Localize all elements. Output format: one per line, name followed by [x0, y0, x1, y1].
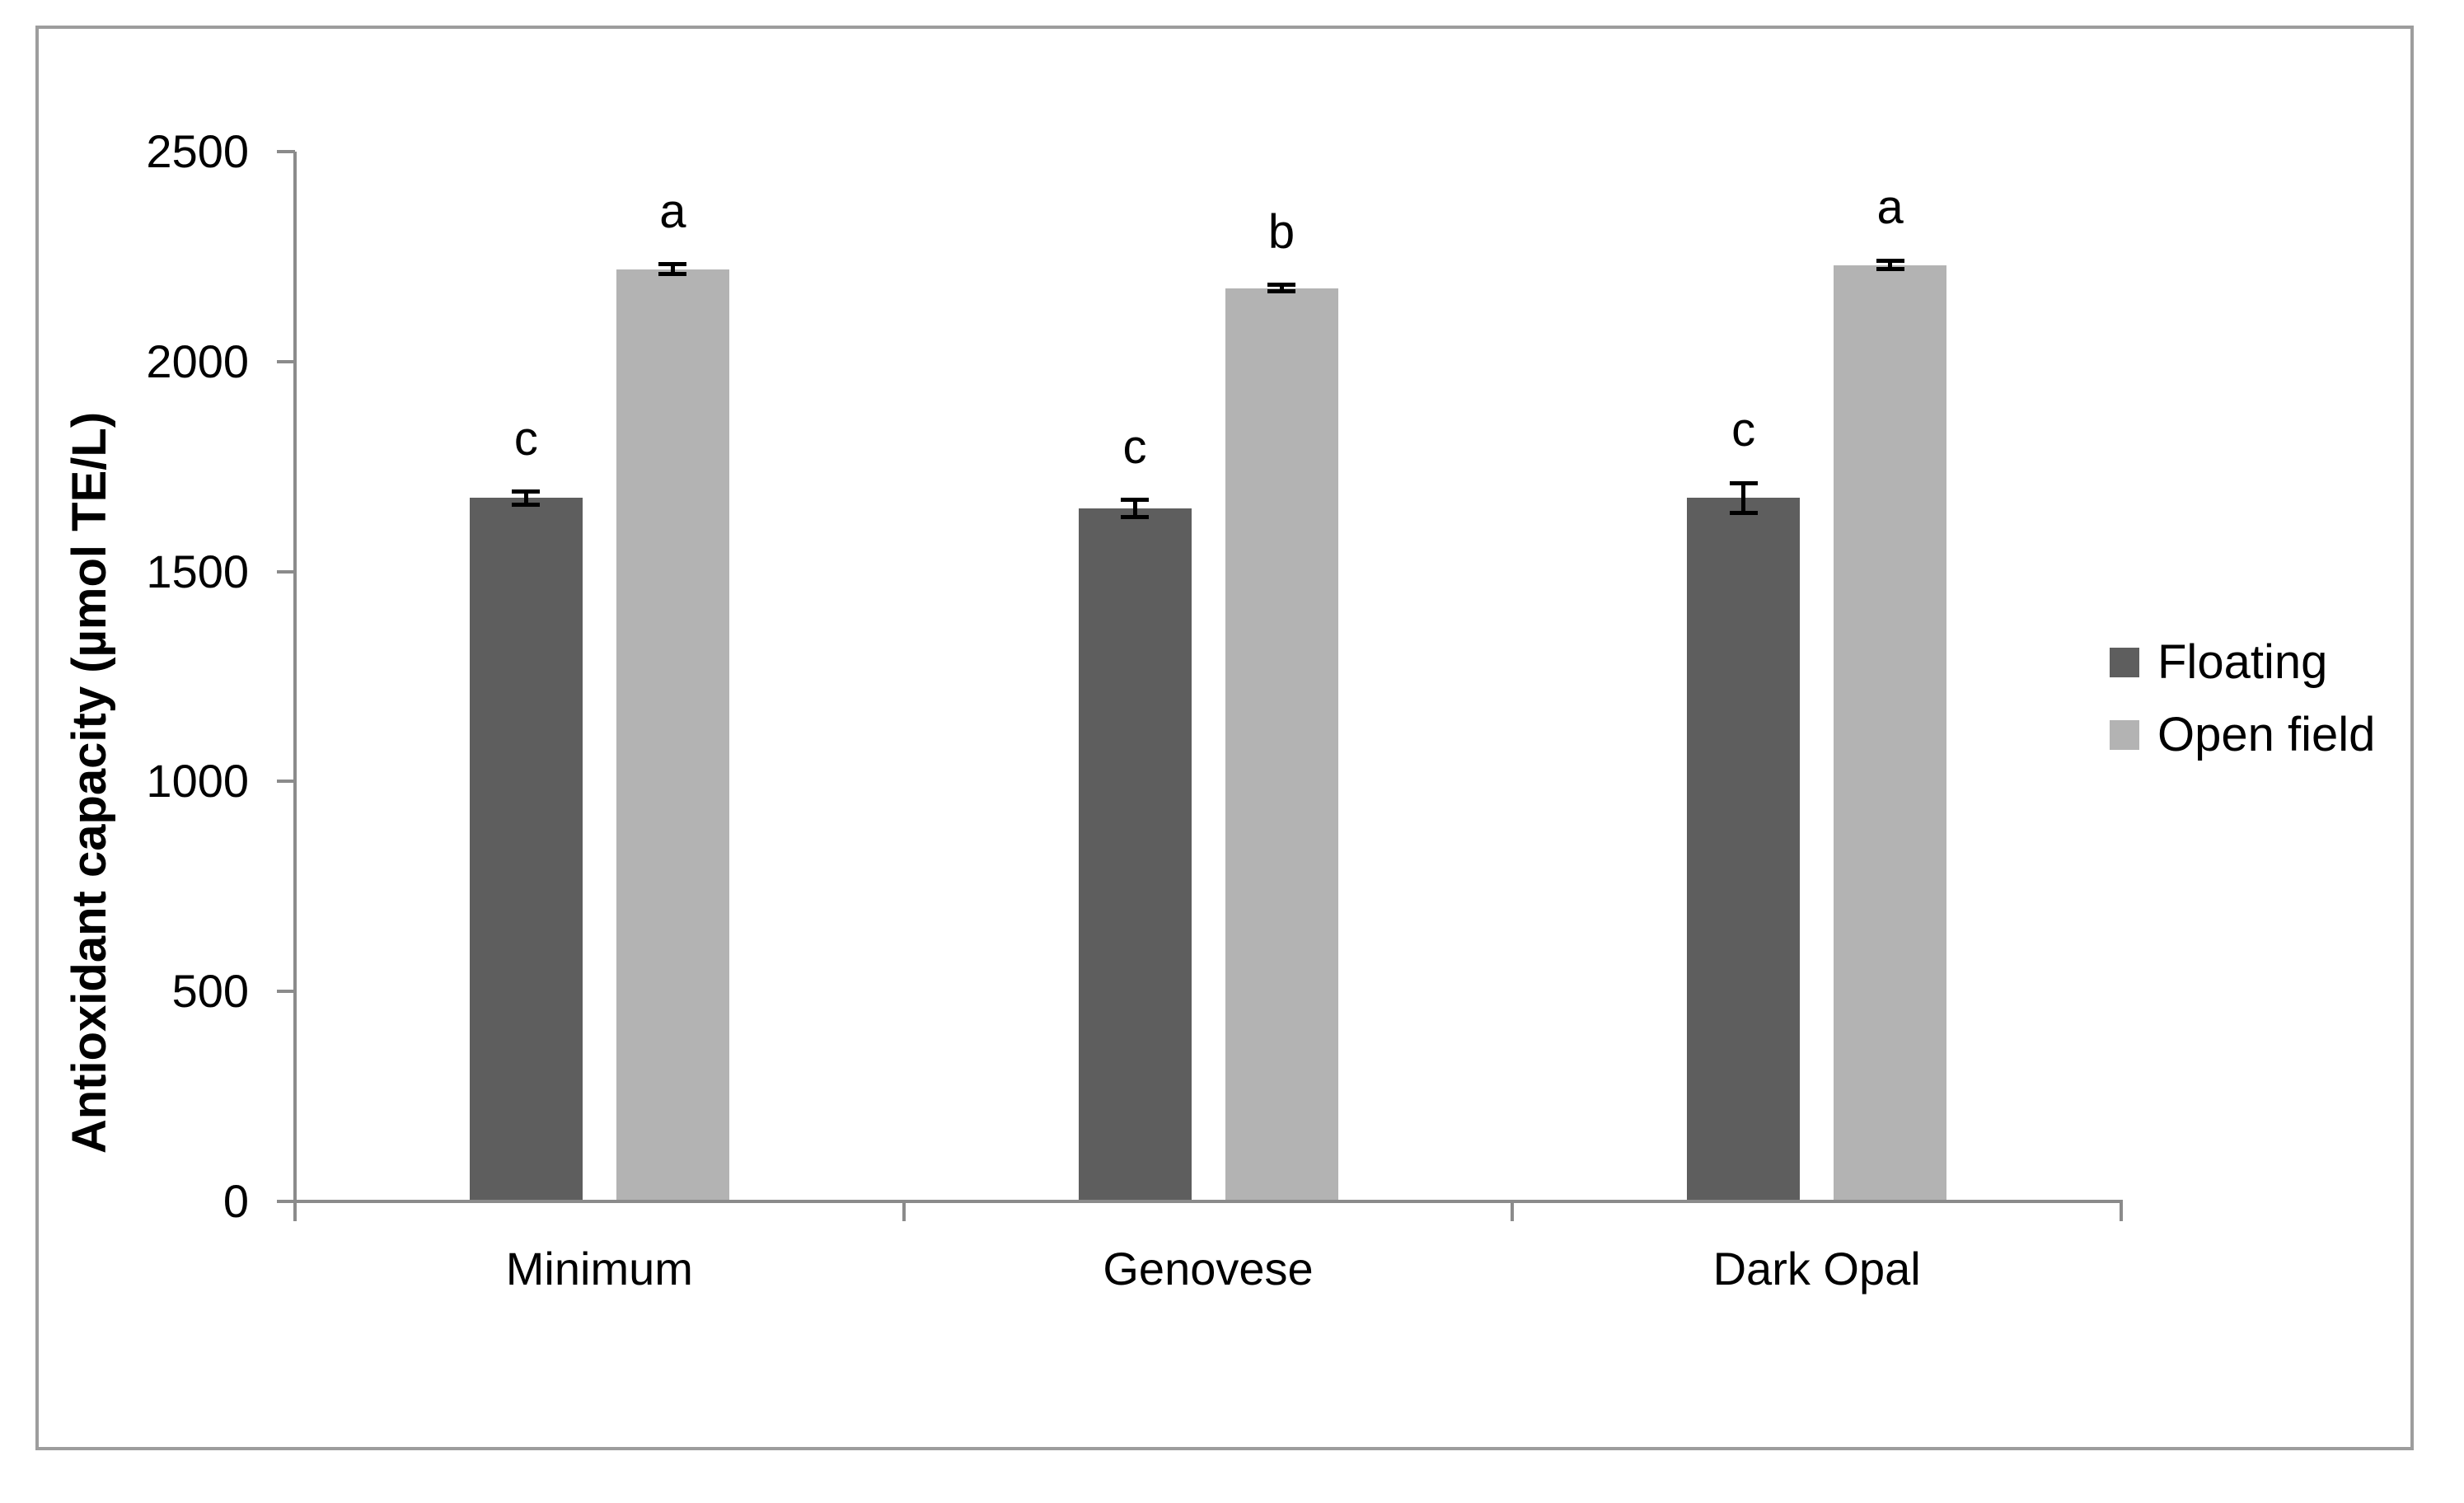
y-tick-mark-0	[277, 1200, 295, 1203]
x-tick-mark-1	[902, 1201, 906, 1221]
y-tick-label-2000: 2000	[146, 335, 249, 387]
x-tick-mark-3	[2120, 1201, 2123, 1221]
y-tick-mark-2000	[277, 359, 295, 363]
bar-open-field-dark-opal	[1834, 265, 1947, 1201]
bar-floating-genovese	[1078, 508, 1192, 1201]
error-bar-cap-open-field-dark-opal	[1876, 267, 1904, 272]
sig-letter-open-field-dark-opal: a	[1876, 180, 1904, 235]
error-bar-cap-floating-dark-opal	[1729, 480, 1758, 485]
y-tick-mark-1500	[277, 569, 295, 574]
y-tick-label-500: 500	[171, 965, 249, 1018]
figure-border	[35, 26, 2414, 1450]
x-category-label-dark-opal: Dark Opal	[1712, 1243, 1921, 1295]
bar-floating-dark-opal	[1687, 498, 1801, 1201]
error-bar-line-floating-minimum	[523, 491, 528, 505]
bar-open-field-genovese	[1225, 288, 1338, 1201]
legend-swatch-floating	[2110, 648, 2139, 677]
sig-letter-open-field-genovese: b	[1267, 204, 1295, 259]
error-bar-cap-floating-minimum	[512, 489, 541, 494]
error-bar-cap-floating-minimum	[512, 502, 541, 507]
y-tick-label-1000: 1000	[146, 755, 249, 808]
error-bar-cap-open-field-minimum	[658, 262, 687, 267]
error-bar-cap-open-field-dark-opal	[1876, 258, 1904, 263]
sig-letter-floating-genovese: c	[1122, 419, 1147, 474]
x-tick-mark-2	[1511, 1201, 1515, 1221]
y-tick-label-0: 0	[223, 1175, 249, 1227]
y-tick-label-2500: 2500	[146, 125, 249, 177]
bar-open-field-minimum	[616, 269, 729, 1201]
x-category-label-minimum: Minimum	[505, 1243, 693, 1295]
error-bar-line-floating-dark-opal	[1741, 483, 1746, 513]
error-bar-line-floating-genovese	[1132, 499, 1137, 517]
y-tick-mark-500	[277, 990, 295, 994]
sig-letter-floating-minimum: c	[513, 411, 538, 466]
error-bar-line-open-field-dark-opal	[1888, 260, 1893, 269]
legend-item-floating: Floating	[2110, 636, 2327, 689]
sig-letter-floating-dark-opal: c	[1731, 403, 1756, 457]
legend-swatch-open-field	[2110, 720, 2139, 750]
error-bar-line-open-field-minimum	[670, 264, 675, 274]
x-category-label-genovese: Genovese	[1103, 1243, 1314, 1295]
y-axis-line	[293, 152, 297, 1221]
error-bar-cap-open-field-minimum	[658, 272, 687, 277]
x-axis-line	[277, 1200, 2123, 1203]
y-tick-mark-1000	[277, 780, 295, 784]
sig-letter-open-field-minimum: a	[659, 184, 686, 238]
error-bar-cap-floating-genovese	[1121, 498, 1149, 503]
legend-item-open-field: Open field	[2110, 709, 2375, 761]
error-bar-cap-floating-genovese	[1121, 514, 1149, 519]
legend-label-floating: Floating	[2157, 635, 2328, 689]
error-bar-cap-open-field-genovese	[1267, 283, 1295, 288]
legend-label-open-field: Open field	[2157, 708, 2376, 761]
y-tick-mark-2500	[277, 150, 295, 153]
y-tick-label-1500: 1500	[146, 545, 249, 597]
error-bar-line-open-field-genovese	[1279, 284, 1284, 292]
error-bar-cap-floating-dark-opal	[1729, 511, 1758, 516]
bar-floating-minimum	[469, 498, 583, 1201]
error-bar-cap-open-field-genovese	[1267, 289, 1295, 294]
